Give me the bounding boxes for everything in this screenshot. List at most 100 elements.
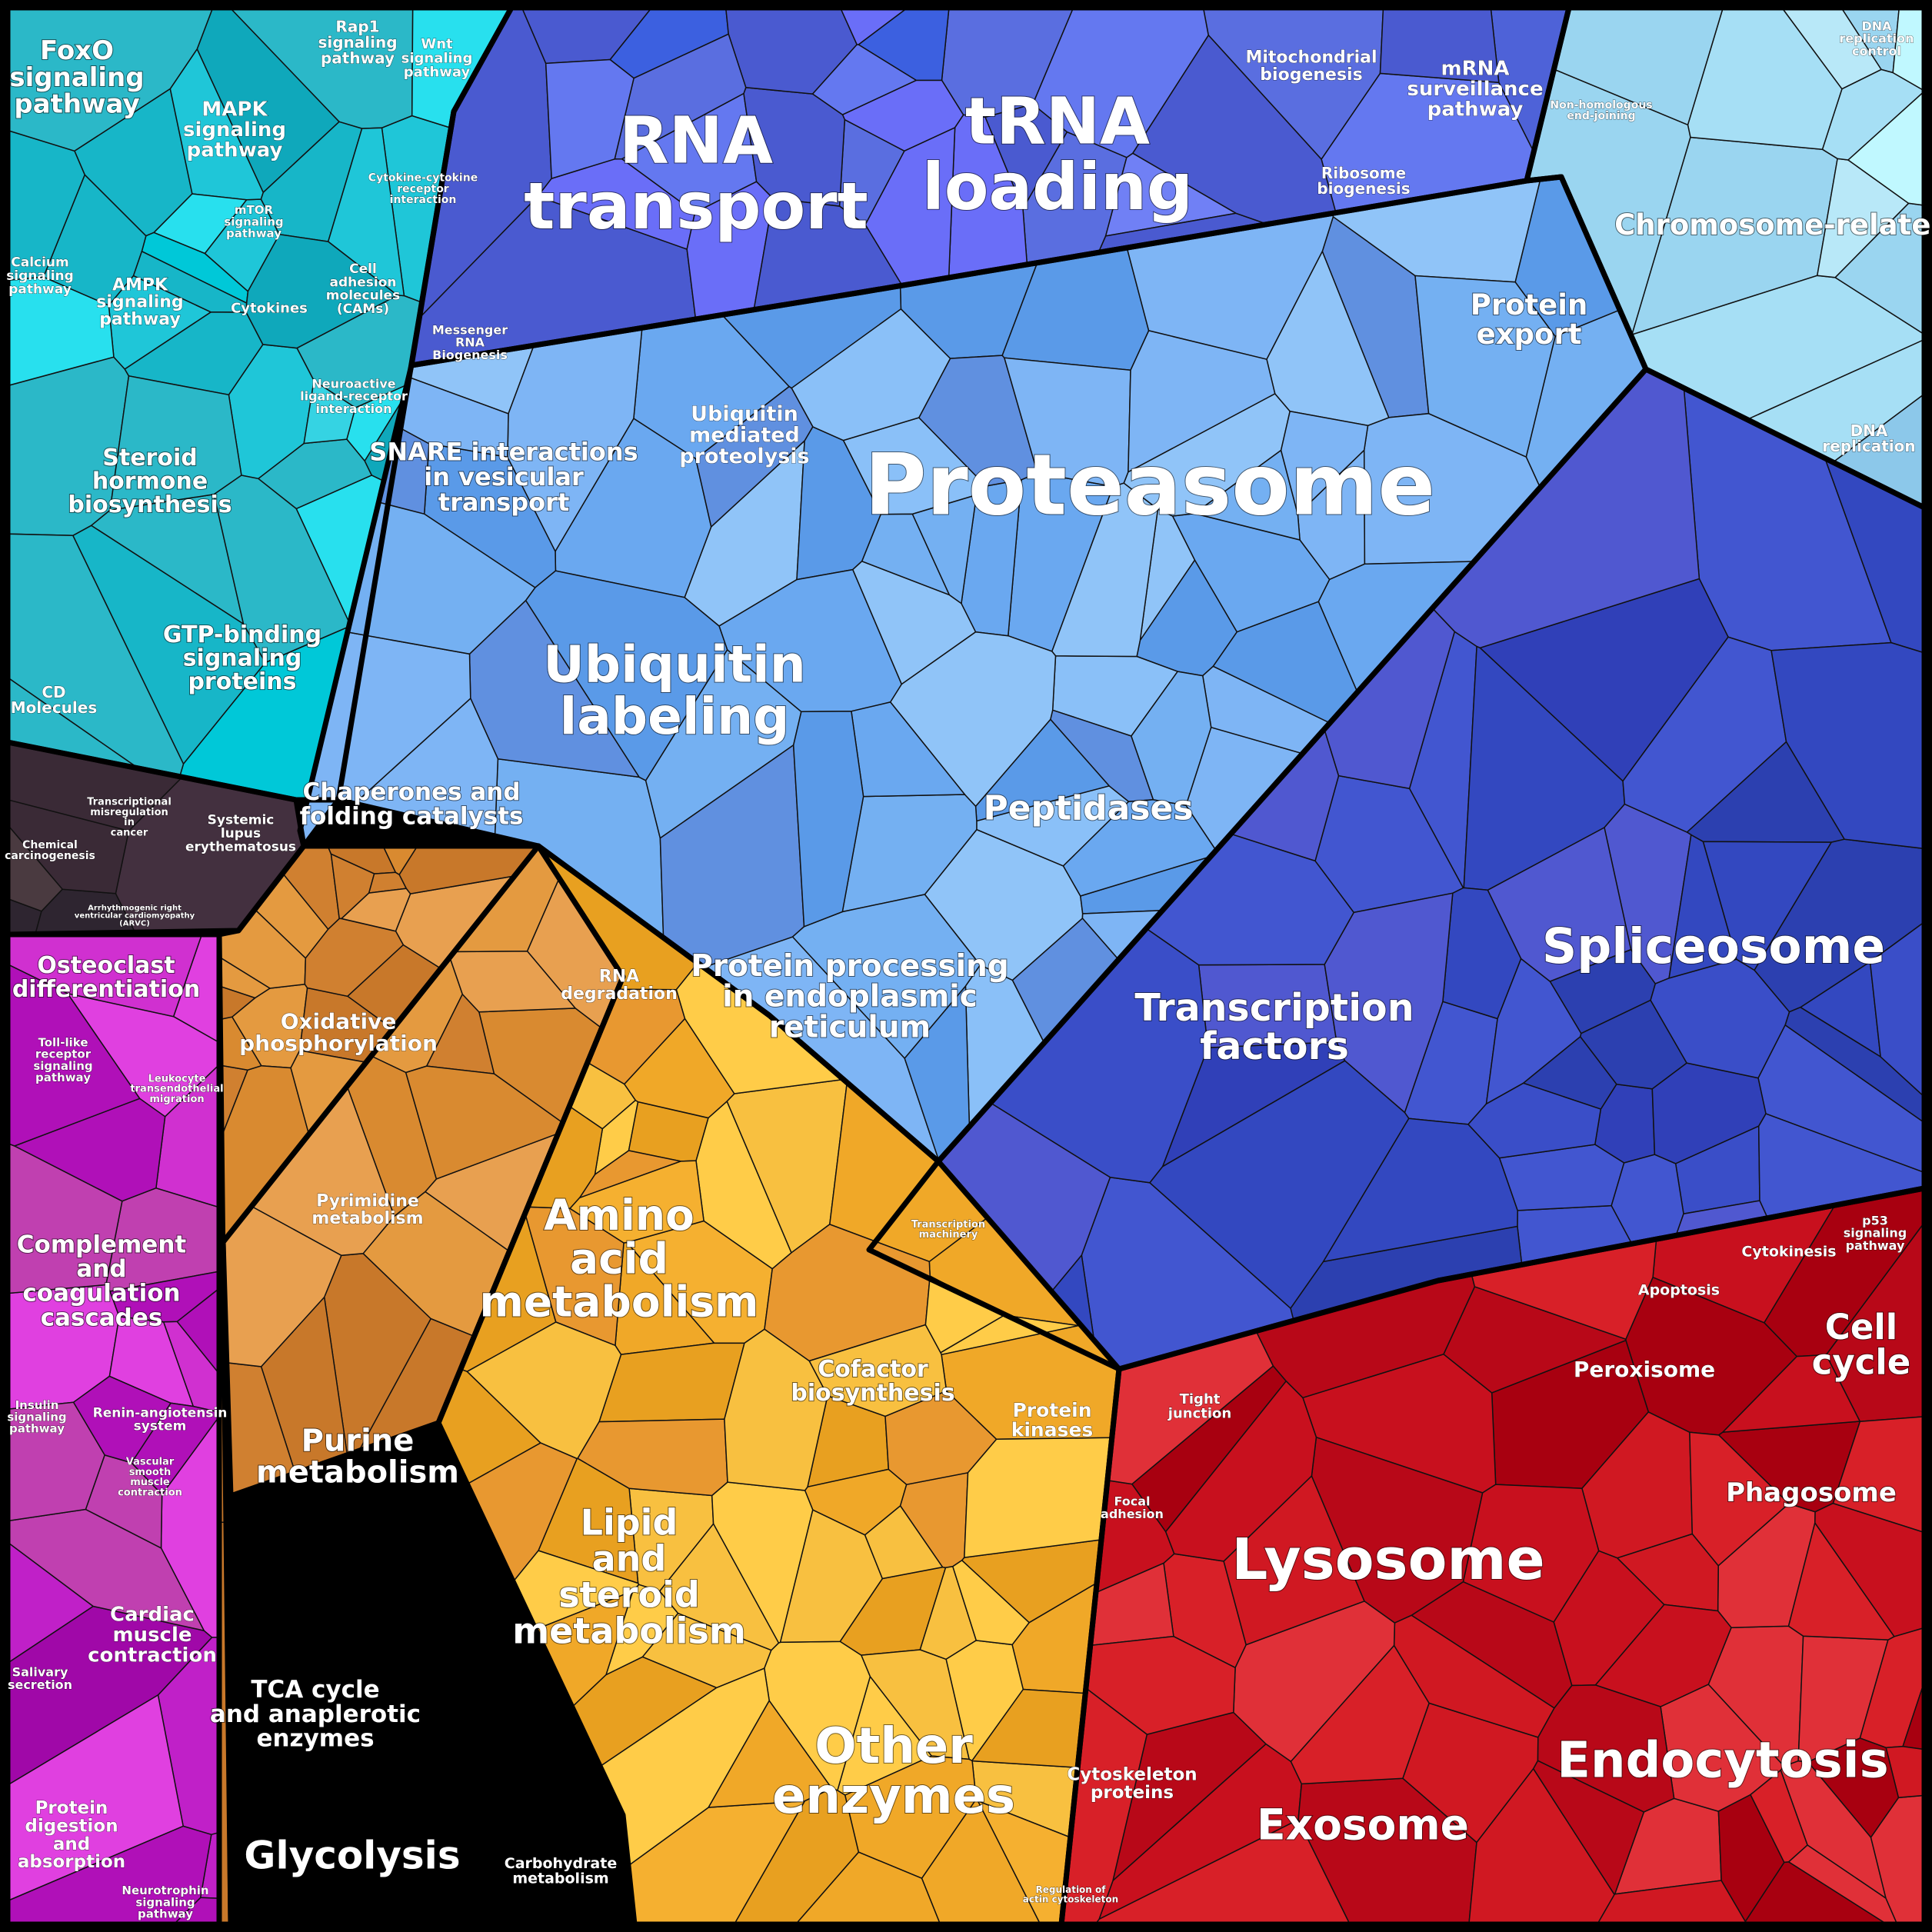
- label-peroxisome: Peroxisome: [1574, 1357, 1715, 1382]
- protein-cell: [525, 570, 728, 781]
- label-steroid: Steroid hormone biosynthesis: [68, 445, 232, 518]
- label-digestion: Protein digestion and absorption: [18, 1798, 125, 1872]
- metabolism-cell: [964, 1437, 1113, 1558]
- label-amino: Amino acid metabolism: [480, 1191, 759, 1326]
- label-p53: p53 signaling pathway: [1844, 1213, 1907, 1253]
- metabolism-cell: [844, 1755, 977, 1880]
- protein-cell: [695, 385, 814, 528]
- label-chemical: Chemical carcinogenesis: [5, 839, 95, 862]
- cellular-cell: [1689, 1431, 1790, 1567]
- label-chaperones: Chaperones and folding catalysts: [300, 778, 524, 831]
- label-cardiac: Cardiac muscle contraction: [88, 1604, 217, 1667]
- label-complement: Complement and coagulation cascades: [17, 1231, 187, 1331]
- protein-cell: [889, 631, 1057, 808]
- signaling-cell: [108, 275, 212, 370]
- label-wnt: Wnt signaling pathway: [401, 36, 473, 81]
- cellular-cell: [1750, 1769, 1808, 1864]
- rna-cell: [1031, 7, 1209, 158]
- label-rap1: Rap1 signaling pathway: [318, 18, 397, 68]
- label-nhej: Non-homologous end-joining: [1550, 99, 1652, 122]
- label-lysosome: Lysosome: [1231, 1527, 1544, 1593]
- label-protein-export: Protein export: [1471, 288, 1588, 351]
- rna-cell: [545, 58, 635, 180]
- label-gtp: GTP-binding signaling proteins: [163, 621, 321, 695]
- label-cofactor: Cofactor biosynthesis: [791, 1356, 954, 1407]
- label-ubiquitin: Ubiquitin labeling: [543, 635, 805, 745]
- cellular-cell: [1311, 1436, 1484, 1624]
- label-spliceosome: Spliceosome: [1542, 918, 1885, 974]
- transcription-cell: [1431, 368, 1700, 649]
- label-proteasome: Proteasome: [864, 436, 1435, 535]
- label-er: Protein processing in endoplasmic reticulu…: [691, 949, 1008, 1045]
- label-phagosome: Phagosome: [1726, 1477, 1897, 1508]
- label-tlr: Toll-like receptor signaling pathway: [33, 1035, 92, 1084]
- cellular-cell: [1532, 1760, 1645, 1896]
- transcription-cell: [1650, 958, 1790, 1079]
- label-lipid: Lipid and steroid metabolism: [512, 1502, 746, 1652]
- label-cell-cycle: Cell cycle: [1812, 1307, 1911, 1383]
- label-mrna: mRNA surveillance pathway: [1407, 58, 1543, 122]
- cellular-cell: [1537, 1684, 1675, 1813]
- signaling-cell: [213, 475, 352, 664]
- label-mtor: mTOR signaling pathway: [224, 203, 283, 241]
- label-salivary: Salivary secretion: [8, 1664, 72, 1691]
- label-pyrimidine: Pyrimidine metabolism: [311, 1192, 423, 1228]
- label-mito: Mitochondrial biogenesis: [1245, 48, 1377, 85]
- metabolism-cell: [724, 1328, 828, 1491]
- metabolism-cell: [779, 1509, 884, 1644]
- label-tf: Transcription factors: [1134, 986, 1414, 1068]
- signaling-cell: [245, 233, 399, 349]
- label-tca: TCA cycle and anaplerotic enzymes: [210, 1676, 421, 1752]
- label-cams: Cell adhesion molecules (CAMs): [326, 261, 400, 317]
- label-calcium: Calcium signaling pathway: [6, 255, 74, 298]
- label-misregulation: Transcriptional misregulation in cancer: [87, 797, 172, 839]
- label-lupus: Systemic lupus erythematosus: [185, 813, 296, 855]
- metabolism-cell: [707, 1699, 833, 1808]
- protein-cell: [791, 894, 981, 1060]
- category-labels: FoxO signaling pathway Rap1 signaling pathway…: [5, 17, 1932, 1921]
- label-oxphos: Oxidative phosphorylation: [239, 1009, 438, 1057]
- label-ribosome: Ribosome biogenesis: [1317, 164, 1410, 198]
- label-cd: CD Molecules: [11, 683, 97, 717]
- label-messenger: Messenger RNA Biogenesis: [432, 322, 508, 362]
- label-insulin: Insulin signaling pathway: [7, 1398, 66, 1436]
- label-machinery: Transcription machinery: [911, 1219, 985, 1241]
- protein-cell: [1128, 330, 1276, 473]
- label-glycolysis: Glycolysis: [244, 1834, 460, 1878]
- label-foxo: FoxO signaling pathway: [9, 35, 144, 119]
- label-actin: Regulation of actin cytoskeleton: [1023, 1884, 1118, 1904]
- label-vascular: Vascular smooth muscle contraction: [118, 1457, 182, 1499]
- protein-cell: [1280, 410, 1369, 516]
- signaling-cell: [152, 193, 248, 255]
- metabolism-cell: [658, 1522, 780, 1651]
- label-tight: Tight junction: [1168, 1391, 1231, 1421]
- transcription-cell: [1487, 826, 1632, 982]
- cellular-cell: [1721, 1354, 1861, 1434]
- label-exosome: Exosome: [1257, 1800, 1469, 1849]
- label-dna-rep: DNA replication: [1822, 421, 1915, 455]
- label-dna-control: DNA replication control: [1840, 18, 1914, 58]
- label-cytokinesis: Cytokinesis: [1741, 1244, 1836, 1261]
- metabolism-cell: [951, 1559, 1031, 1646]
- cellular-cell: [1807, 1737, 1900, 1839]
- label-carb: Carbohydrate metabolism: [505, 1855, 617, 1887]
- label-endocytosis: Endocytosis: [1557, 1732, 1888, 1789]
- label-chromosome: Chromosome-related: [1614, 208, 1932, 242]
- label-apoptosis: Apoptosis: [1638, 1282, 1720, 1299]
- protein-cell: [1131, 671, 1212, 807]
- metabolism-cell: [864, 1504, 944, 1580]
- label-trna: tRNA loading: [922, 84, 1193, 225]
- label-kinases: Protein kinases: [1011, 1399, 1094, 1441]
- transcription-cell: [1611, 1154, 1684, 1245]
- label-rna-deg: RNA degradation: [561, 968, 678, 1004]
- label-cytokines: Cytokines: [231, 300, 308, 316]
- metabolism-cell: [568, 1160, 705, 1244]
- label-mapk: MAPK signaling pathway: [183, 98, 286, 162]
- label-snare: SNARE interactions in vesicular transport: [369, 438, 638, 517]
- voronoi-cells: [7, 7, 1925, 1925]
- label-neurotrophin: Neurotrophin signaling pathway: [122, 1884, 208, 1921]
- transcription-cell: [1148, 1060, 1410, 1310]
- transcription-cell: [1467, 1082, 1602, 1159]
